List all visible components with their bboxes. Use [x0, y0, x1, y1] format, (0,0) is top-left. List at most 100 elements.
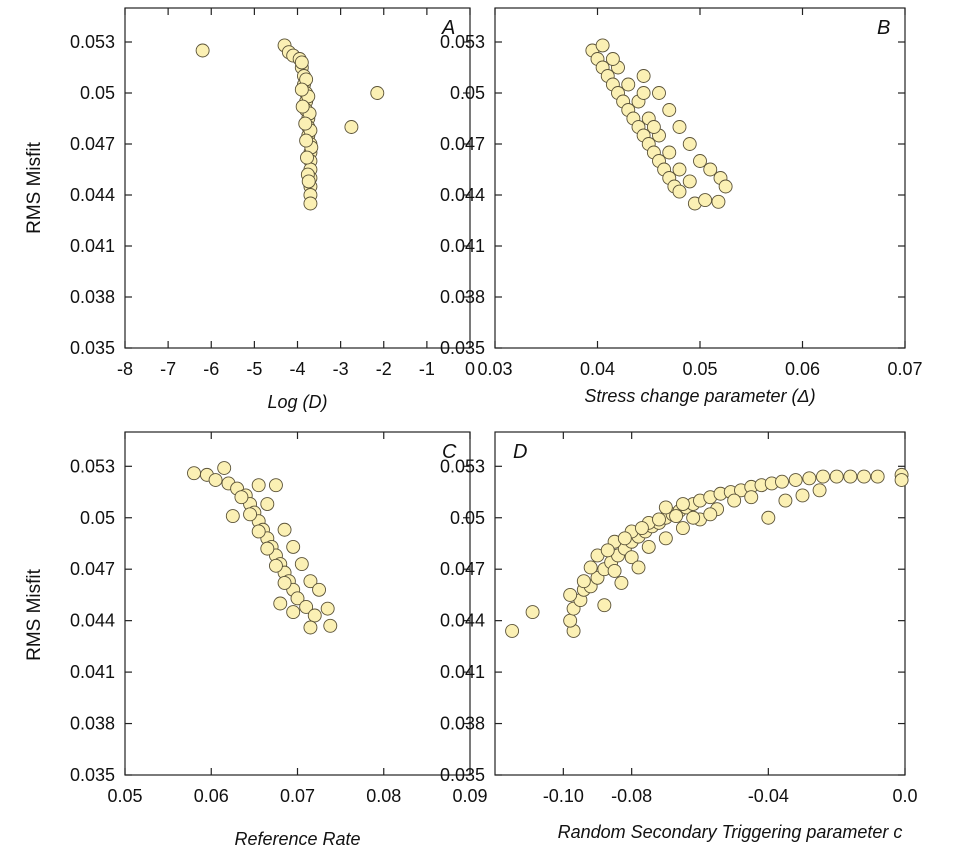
data-point [303, 620, 318, 635]
x-tick-label: 0.0 [892, 786, 917, 806]
y-tick-label: 0.053 [70, 32, 115, 52]
data-point [703, 162, 718, 177]
y-tick-label: 0.05 [80, 508, 115, 528]
x-tick-label: -0.08 [611, 786, 652, 806]
y-tick-label: 0.038 [70, 714, 115, 734]
data-point [286, 539, 301, 554]
data-point [273, 596, 288, 611]
y-tick-label: 0.038 [440, 287, 485, 307]
y-tick-label: 0.038 [440, 714, 485, 734]
y-tick-label: 0.044 [440, 185, 485, 205]
data-point [711, 194, 726, 209]
x-tick-label: -0.10 [543, 786, 584, 806]
y-tick-label: 0.05 [450, 508, 485, 528]
data-point [294, 82, 309, 97]
y-tick-label: 0.047 [440, 559, 485, 579]
x-tick-label: -2 [376, 359, 392, 379]
x-tick-label: -3 [333, 359, 349, 379]
data-point [251, 524, 266, 539]
x-tick-label: -8 [117, 359, 133, 379]
x-axis-title-D: Random Secondary Triggering parameter c [558, 822, 903, 842]
data-point [370, 86, 385, 100]
data-point [260, 497, 275, 511]
data-point [658, 531, 673, 546]
data-point [303, 196, 318, 211]
data-point [187, 466, 201, 481]
y-tick-label: 0.035 [440, 765, 485, 785]
x-tick-label: 0.06 [785, 359, 820, 379]
data-point [600, 543, 615, 558]
data-point [682, 137, 697, 151]
data-point [802, 471, 817, 486]
y-tick-label: 0.041 [70, 236, 115, 256]
data-point [299, 599, 314, 614]
data-point [286, 605, 301, 620]
x-tick-label: -7 [160, 359, 176, 379]
data-point [277, 522, 292, 537]
x-tick-label: -5 [246, 359, 262, 379]
x-tick-label: -0.04 [748, 786, 789, 806]
data-point [698, 193, 713, 208]
x-axis-title-C: Reference Rate [234, 829, 360, 849]
plot-frame-D [494, 431, 906, 776]
data-point [646, 120, 661, 134]
y-tick-label: 0.044 [70, 185, 115, 205]
data-point [251, 478, 266, 493]
data-point [795, 488, 810, 503]
data-point [636, 69, 651, 83]
data-point [563, 613, 578, 628]
data-point [505, 623, 520, 638]
data-point [301, 174, 316, 189]
data-point [816, 469, 830, 484]
data-point [662, 145, 677, 160]
panel-letter-B: B [877, 17, 890, 39]
data-point [294, 557, 309, 572]
data-point [277, 575, 292, 590]
y-tick-label: 0.044 [70, 611, 115, 631]
data-point [290, 591, 305, 606]
data-point [631, 560, 646, 575]
x-tick-label: 0.08 [366, 786, 401, 806]
x-tick-label: 0.03 [477, 359, 512, 379]
panel-B: 0.035 0.038 0.041 0.044 0.047 0.05 0.053 0.03 0.… [440, 7, 923, 406]
data-point [312, 582, 327, 597]
panel-C: 0.035 0.038 0.041 0.044 0.047 0.05 0.053 0.05 0.… [70, 431, 488, 849]
data-point [636, 86, 651, 100]
data-point [268, 558, 283, 573]
data-point [217, 461, 232, 475]
y-tick-label: 0.035 [440, 338, 485, 358]
x-axis-title-B: Stress change parameter (Δ) [584, 386, 815, 406]
y-tick-label: 0.041 [440, 236, 485, 256]
y-tick-label: 0.053 [440, 32, 485, 52]
data-point [744, 490, 759, 505]
y-tick-label: 0.05 [80, 83, 115, 103]
y-tick-label: 0.041 [440, 662, 485, 682]
data-point [658, 500, 673, 515]
y-axis-title-top: RMS Misfit [24, 141, 45, 234]
data-point [300, 150, 314, 165]
data-point [775, 474, 789, 489]
data-point [718, 179, 733, 194]
data-point [303, 574, 318, 589]
panel-A: 0.035 0.038 0.041 0.044 0.047 0.05 0.053 -8 -7 -6… [70, 7, 475, 412]
data-point [260, 541, 275, 556]
x-tick-label: 0.09 [452, 786, 487, 806]
data-point [857, 469, 871, 484]
data-point [208, 473, 223, 487]
data-point [576, 574, 591, 589]
x-tick-label: -1 [419, 359, 435, 379]
data-point [621, 77, 636, 92]
y-tick-label: 0.047 [440, 134, 485, 154]
panel-letter-A: A [441, 17, 455, 39]
data-point [563, 587, 578, 602]
data-point [686, 510, 701, 525]
data-point [675, 497, 690, 511]
data-point [234, 490, 249, 505]
y-tick-label: 0.053 [70, 456, 115, 476]
data-point [669, 509, 684, 523]
data-point [307, 608, 322, 623]
x-tick-label: 0.05 [107, 786, 142, 806]
x-tick-label: -4 [289, 359, 305, 379]
x-tick-label: 0 [465, 359, 475, 379]
data-point [624, 550, 639, 565]
